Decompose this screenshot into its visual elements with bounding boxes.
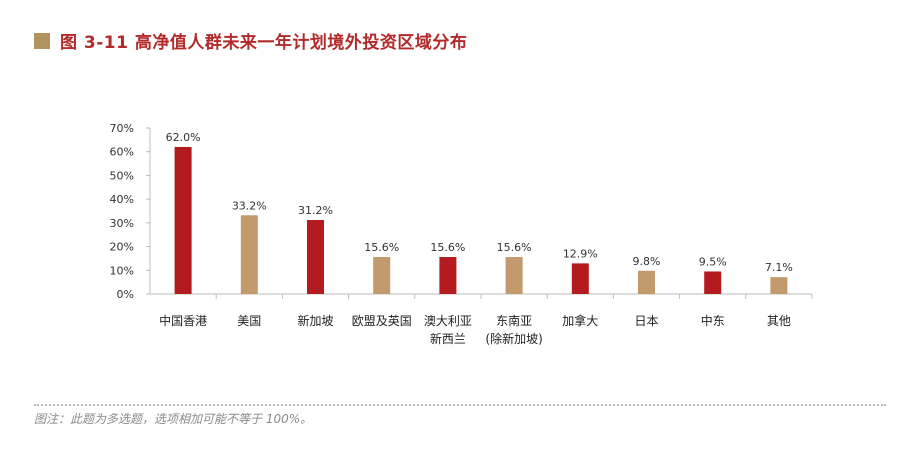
data-label: 62.0% [166, 131, 201, 144]
bar [770, 277, 788, 294]
y-tick-label: 70% [110, 122, 134, 135]
footnote-divider [34, 404, 886, 406]
data-label: 7.1% [765, 261, 793, 274]
x-tick-label: 加拿大 [562, 313, 598, 328]
data-label: 9.8% [633, 255, 661, 268]
data-label: 31.2% [298, 204, 333, 217]
x-tick-label: 中国香港 [159, 313, 207, 328]
x-tick-label: 澳大利亚 [424, 314, 472, 328]
bar [439, 257, 457, 294]
x-tick-label: 其他 [767, 314, 791, 328]
x-tick-label: 新西兰 [430, 331, 466, 346]
y-tick-label: 50% [110, 169, 134, 182]
x-tick-label: 日本 [634, 314, 658, 328]
y-tick-label: 0% [117, 288, 134, 301]
x-tick-label: 美国 [237, 314, 261, 328]
bar [505, 257, 523, 294]
y-tick-label: 60% [110, 146, 134, 159]
bar [174, 146, 192, 294]
x-tick-label: 新加坡 [297, 313, 333, 328]
bar [240, 215, 258, 294]
bar [704, 271, 722, 294]
y-tick-label: 20% [110, 241, 134, 254]
title-square-icon [34, 32, 50, 49]
x-tick-label: 东南亚 [496, 313, 532, 328]
bar [638, 270, 655, 294]
bar [373, 257, 391, 294]
data-label: 9.5% [699, 255, 727, 268]
y-tick-label: 30% [110, 217, 134, 230]
y-tick-label: 40% [110, 193, 134, 206]
x-tick-label: 欧盟及英国 [352, 314, 412, 328]
y-tick-label: 10% [110, 264, 134, 277]
data-label: 15.6% [497, 241, 532, 254]
data-label: 15.6% [364, 241, 399, 254]
data-label: 15.6% [430, 241, 465, 254]
chart-title: 图 3-11 高净值人群未来一年计划境外投资区域分布 [34, 28, 467, 53]
data-label: 12.9% [563, 247, 598, 260]
data-label: 33.2% [232, 199, 267, 212]
bar-chart: 0% 10% 20% 30% 40% 50% 60% 70% 62.0% 中国香港 33.2% 美国 3… [110, 122, 813, 346]
bar [307, 220, 324, 294]
footnote: 图注：此题为多选题，选项相加可能不等于 100%。 [34, 412, 313, 426]
bar [571, 263, 589, 294]
x-tick-label: (除新加坡) [485, 331, 542, 346]
x-tick-label: 中东 [701, 313, 725, 328]
chart-title-text: 图 3-11 高净值人群未来一年计划境外投资区域分布 [60, 33, 468, 53]
